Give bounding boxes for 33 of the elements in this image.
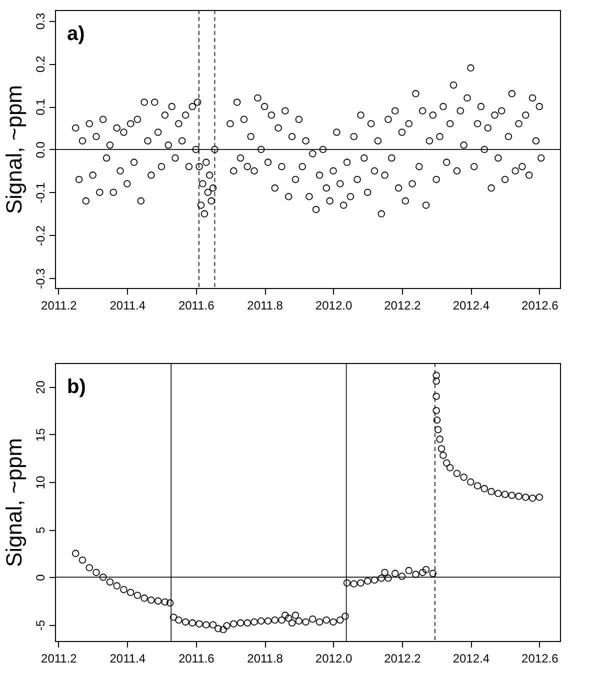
y-tick-label: -0.1	[34, 182, 48, 204]
x-tick-label: 2012.4	[452, 652, 490, 666]
y-tick-label: 15	[34, 428, 48, 442]
x-tick-label: 2012.2	[384, 298, 422, 312]
y-tick-label: 0	[34, 574, 48, 582]
y-tick-label: 0.3	[34, 12, 48, 30]
y-tick-label: -0.3	[34, 268, 48, 289]
annotation: b)	[67, 376, 86, 398]
y-tick-label: 5	[34, 526, 48, 534]
y-tick-label: 10	[34, 476, 48, 490]
x-tick-label: 2011.2	[41, 652, 78, 666]
x-tick-label: 2012.4	[452, 298, 490, 312]
x-tick-label: 2012.0	[315, 652, 352, 666]
y-tick-label: 0.1	[34, 98, 48, 116]
x-tick-label: 2011.6	[178, 298, 215, 312]
annotation: a)	[67, 23, 85, 45]
x-tick-label: 2011.4	[110, 298, 146, 312]
x-tick-label: 2011.8	[247, 652, 284, 666]
y-tick-label: -5	[34, 620, 48, 631]
y-tick-label: 20	[34, 380, 48, 394]
y-tick-label: -0.2	[34, 225, 48, 246]
y-axis-title: Signal, ~ppm	[2, 84, 26, 214]
y-tick-label: 0.2	[34, 55, 48, 72]
y-axis-title: Signal, ~ppm	[2, 438, 26, 568]
x-tick-label: 2011.8	[247, 298, 284, 312]
y-tick-label: 0.0	[34, 141, 48, 158]
x-tick-label: 2011.6	[178, 652, 215, 666]
x-tick-label: 2011.4	[110, 652, 146, 666]
x-tick-label: 2012.2	[384, 652, 422, 666]
x-tick-label: 2012.0	[315, 298, 352, 312]
x-tick-label: 2012.6	[522, 652, 559, 666]
x-tick-label: 2012.6	[522, 298, 559, 312]
x-tick-label: 2011.2	[41, 298, 78, 312]
